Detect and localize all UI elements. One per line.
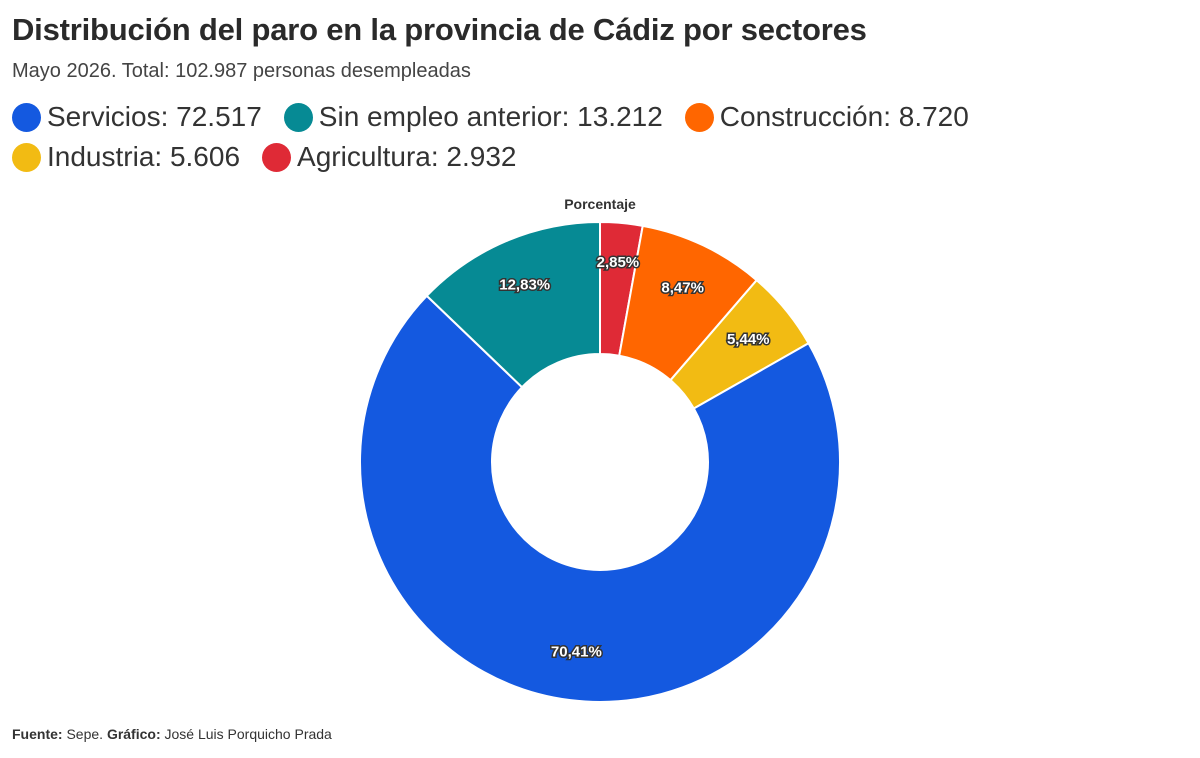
donut-labels: 2,85% 8,47% 5,44% 70,41% 12,83% [498, 252, 771, 662]
legend-label: Servicios: 72.517 [47, 101, 262, 132]
legend-swatch [283, 102, 313, 132]
legend-item-agricultura: Agricultura: 2.932 [262, 140, 517, 174]
legend-swatch [684, 102, 714, 132]
legend-swatch [12, 142, 41, 172]
legend-item-sin-empleo-anterior: Sin empleo anterior: 13.212 [283, 100, 663, 134]
donut-slices [359, 221, 841, 703]
chart-subtitle: Mayo 2026. Total: 102.987 personas desem… [12, 60, 471, 82]
donut-label-industria: 5,44% [727, 331, 770, 348]
legend-item-construccion: Construcción: 8.720 [684, 100, 969, 134]
donut-label-agricultura: 2,85% [597, 254, 640, 271]
chart-credit-value: José Luis Porquicho Prada [160, 726, 332, 742]
donut-label-servicios: 70,41% [551, 644, 602, 661]
legend-label: Construcción: 8.720 [719, 101, 969, 132]
donut-label-construcción: 8,47% [661, 280, 704, 297]
chart-credit-label: Gráfico: [106, 726, 161, 742]
footer: Fuente: Sepe. Gráfico: José Luis Porquic… [12, 726, 332, 742]
source-value: Sepe. [62, 726, 107, 742]
donut-slice-servicios[interactable] [359, 294, 841, 703]
chart-title: Distribución del paro en la provincia de… [12, 12, 867, 47]
legend-item-servicios: Servicios: 72.517 [12, 100, 262, 134]
legend: Servicios: 72.517 Sin empleo anterior: 1… [12, 100, 1182, 174]
legend-label: Industria: 5.606 [47, 141, 241, 172]
donut-label-sin-empleo-anterior: 12,83% [499, 276, 550, 293]
legend-swatch [12, 102, 41, 132]
chart-caption: Porcentaje [564, 196, 636, 212]
legend-swatch [262, 142, 292, 172]
legend-label: Agricultura: 2.932 [297, 141, 517, 172]
legend-item-industria: Industria: 5.606 [12, 140, 240, 174]
source-label: Fuente: [12, 726, 63, 742]
legend-label: Sin empleo anterior: 13.212 [318, 101, 663, 132]
donut-slice-sin-empleo-anterior[interactable] [425, 221, 601, 389]
